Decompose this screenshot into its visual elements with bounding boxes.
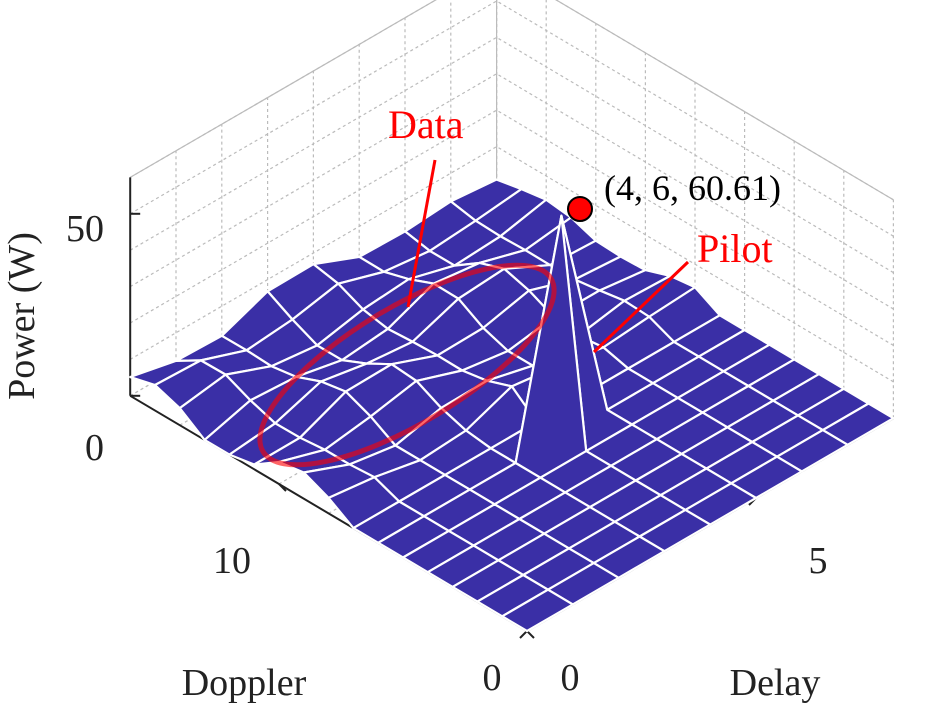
y-axis-label: Doppler — [182, 662, 307, 704]
z-tick-label: 50 — [66, 208, 104, 250]
pilot-annotation: Pilot — [697, 226, 773, 271]
box-edge — [129, 0, 437, 178]
x-axis-label: Delay — [730, 662, 821, 704]
x-tick-label: 0 — [561, 657, 580, 699]
y-tick-mark — [278, 483, 287, 492]
peak-marker — [567, 196, 593, 222]
x-tick-label: 5 — [809, 540, 828, 582]
z-axis-label: Power (W) — [1, 232, 43, 400]
z-tick-label: 0 — [85, 427, 104, 469]
pilot-leader-line — [592, 260, 690, 354]
y-tick-mark — [526, 630, 535, 639]
y-tick-label: 0 — [483, 657, 502, 699]
y-tick-label: 10 — [213, 540, 251, 582]
data-annotation: Data — [388, 102, 464, 147]
data-leader-line — [406, 159, 437, 308]
surface-cell — [501, 588, 574, 633]
annotations: Data Pilot (4, 6, 60.61) — [257, 102, 781, 468]
data-region-ellipse — [257, 262, 557, 468]
box-edge — [555, 0, 894, 201]
surface-mesh — [129, 178, 895, 633]
peak-label: (4, 6, 60.61) — [604, 168, 781, 208]
x-tick-mark — [519, 630, 528, 639]
